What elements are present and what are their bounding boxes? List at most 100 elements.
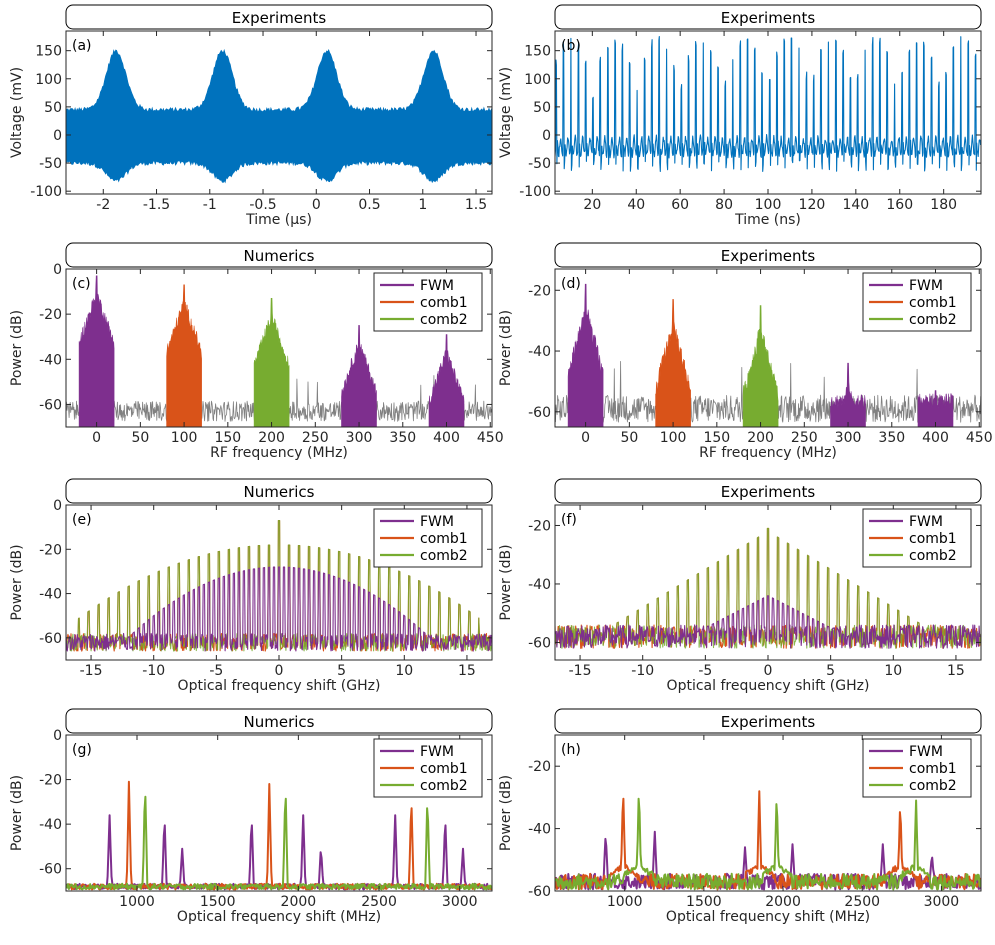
y-tick-label: 0 xyxy=(53,498,62,514)
y-axis-label: Power (dB) xyxy=(9,544,25,620)
y-tick-label: -40 xyxy=(39,817,62,833)
x-axis-label: Time (µs) xyxy=(245,212,312,228)
y-tick-label: -40 xyxy=(528,344,551,360)
spectral-group-comb2-2 xyxy=(253,298,290,427)
plot-area xyxy=(555,283,981,427)
x-axis-label: Optical frequency shift (GHz) xyxy=(178,678,381,694)
y-tick-label: -40 xyxy=(528,577,551,593)
y-tick-label: -100 xyxy=(30,184,62,200)
x-tick-label: 0 xyxy=(764,663,773,679)
y-tick-label: 50 xyxy=(533,100,551,116)
plot-area xyxy=(66,48,492,184)
y-tick-label: 50 xyxy=(44,100,62,116)
x-tick-label: 50 xyxy=(620,430,638,446)
x-tick-label: 80 xyxy=(715,197,733,213)
x-tick-label: -1.5 xyxy=(143,197,170,213)
legend-label-fwm: FWM xyxy=(909,514,943,530)
x-tick-label: 100 xyxy=(755,197,782,213)
y-tick-label: -60 xyxy=(39,631,62,647)
legend-label-comb2: comb2 xyxy=(909,312,957,328)
legend-label-comb2: comb2 xyxy=(420,778,468,794)
y-tick-label: -60 xyxy=(528,405,551,421)
y-tick-label: -100 xyxy=(519,184,551,200)
y-tick-label: 100 xyxy=(524,72,551,88)
panel-a: Experiments -2 -1.5 -1 -0.5 0 0.5 1 1.5 -100 -50 0 5… xyxy=(9,4,493,228)
x-tick-label: 20 xyxy=(583,197,601,213)
y-tick-label: 0 xyxy=(53,728,62,744)
panel-label: (f) xyxy=(561,512,577,528)
y-tick-label: -40 xyxy=(39,587,62,603)
x-tick-label: 150 xyxy=(703,430,730,446)
x-tick-label: 10 xyxy=(395,663,413,679)
spectral-group-comb2-2 xyxy=(742,305,779,427)
spectral-group-comb1-1 xyxy=(655,299,691,427)
y-tick-label: 0 xyxy=(53,128,62,144)
y-tick-label: 150 xyxy=(524,44,551,60)
legend-label-comb1: comb1 xyxy=(909,761,957,777)
comb2-trace xyxy=(555,797,981,891)
axes-frame xyxy=(65,30,493,195)
x-axis-label: Time (ns) xyxy=(734,212,801,228)
x-tick-label: 15 xyxy=(458,663,476,679)
x-tick-label: 5 xyxy=(826,663,835,679)
x-tick-label: 15 xyxy=(947,663,965,679)
y-axis-label: Power (dB) xyxy=(498,544,514,620)
fwm-trace xyxy=(66,566,492,652)
y-tick-label: 150 xyxy=(35,44,62,60)
x-axis-label: Optical frequency shift (GHz) xyxy=(667,678,870,694)
spectral-group-fwm-3 xyxy=(830,362,866,427)
x-tick-label: -10 xyxy=(142,663,165,679)
y-axis-label: Voltage (mV) xyxy=(9,67,25,158)
y-tick-label: -60 xyxy=(528,635,551,651)
legend-label-comb1: comb1 xyxy=(909,531,957,547)
x-tick-label: 10 xyxy=(884,663,902,679)
y-tick-label: 100 xyxy=(35,72,62,88)
x-tick-label: -0.5 xyxy=(249,197,276,213)
y-tick-label: -20 xyxy=(39,307,62,323)
x-axis-label: Optical frequency shift (MHz) xyxy=(666,909,870,925)
x-tick-label: 0 xyxy=(92,430,101,446)
legend-label-comb2: comb2 xyxy=(420,548,468,564)
x-tick-label: 2500 xyxy=(844,894,880,910)
axes-frame xyxy=(65,734,493,892)
panel-b: Experiments 20 40 60 80 100 120 140 160 180 -100 -5… xyxy=(498,4,982,228)
legend-label-comb1: comb1 xyxy=(909,295,957,311)
x-axis-label: RF frequency (MHz) xyxy=(699,445,837,461)
y-tick-label: -20 xyxy=(528,283,551,299)
x-tick-label: 1.5 xyxy=(465,197,487,213)
x-tick-label: -15 xyxy=(80,663,103,679)
y-tick-label: -20 xyxy=(39,542,62,558)
panel-h: Experiments 1000 1500 2000 2500 3000 -60 -40 -20… xyxy=(498,708,982,925)
y-axis-label: Power (dB) xyxy=(9,775,25,851)
spectral-group-comb1-1 xyxy=(166,284,202,427)
panel-header-title: Numerics xyxy=(244,713,315,731)
plot-area xyxy=(66,780,492,891)
x-tick-label: 180 xyxy=(930,197,957,213)
panel-c: Numerics 0 50 100 150 200 250 300 350 400 450 -60 -4… xyxy=(9,242,504,461)
panel-header-box xyxy=(554,4,982,30)
x-tick-label: 60 xyxy=(671,197,689,213)
legend-label-comb1: comb1 xyxy=(420,295,468,311)
x-tick-label: 2000 xyxy=(765,894,801,910)
panel-header-box xyxy=(65,478,493,504)
fwm-trace xyxy=(555,595,981,649)
x-tick-label: -15 xyxy=(569,663,592,679)
panel-label: (g) xyxy=(72,742,92,758)
x-tick-label: 100 xyxy=(660,430,687,446)
x-tick-label: 3000 xyxy=(442,894,478,910)
x-tick-label: 3000 xyxy=(924,894,960,910)
panel-label: (a) xyxy=(72,38,92,54)
panel-header-title: Experiments xyxy=(721,247,816,265)
y-tick-label: -20 xyxy=(528,759,551,775)
panel-header-box xyxy=(65,708,493,734)
y-tick-label: -50 xyxy=(528,156,551,172)
panel-header-box xyxy=(554,708,982,734)
y-axis-label: Power (dB) xyxy=(498,775,514,851)
x-tick-label: 5 xyxy=(337,663,346,679)
y-tick-label: 0 xyxy=(542,128,551,144)
y-tick-label: -20 xyxy=(528,518,551,534)
y-tick-label: 0 xyxy=(53,262,62,278)
y-tick-label: -60 xyxy=(39,397,62,413)
spectral-group-fwm-3 xyxy=(341,325,377,427)
spectral-group-fwm-0 xyxy=(567,283,604,427)
